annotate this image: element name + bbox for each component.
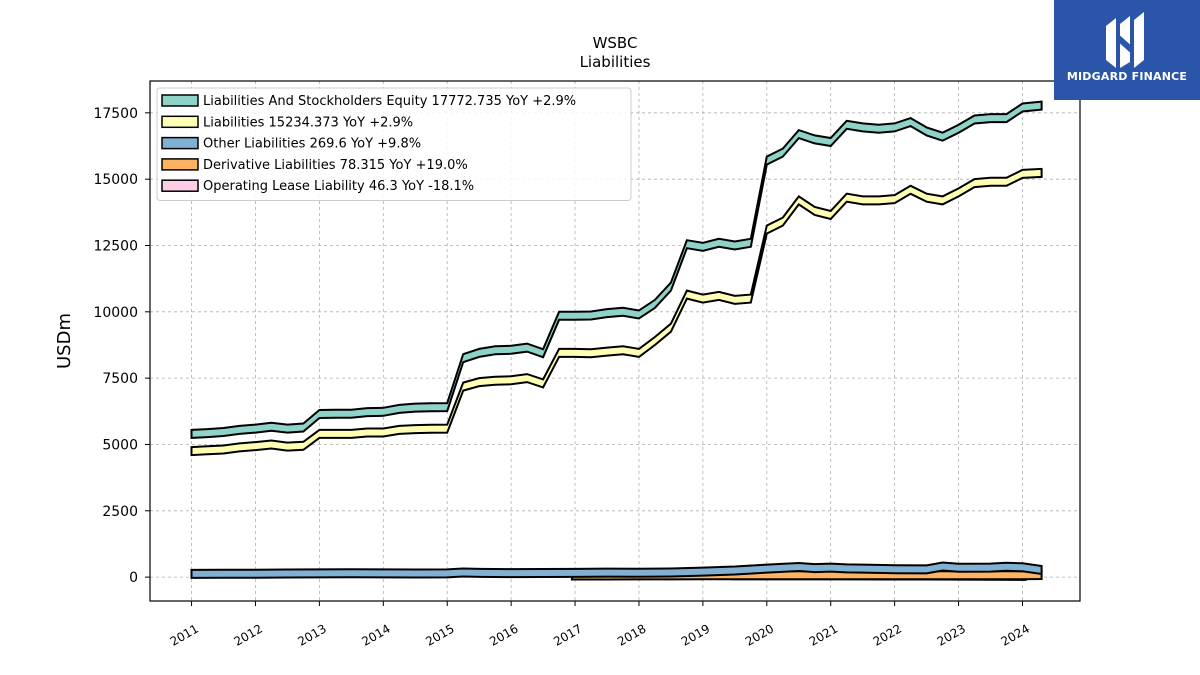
legend-swatch bbox=[161, 179, 199, 192]
series-band-other-liabilities bbox=[190, 561, 1043, 579]
x-tick-label: 2013 bbox=[295, 621, 328, 648]
x-tick-label: 2015 bbox=[423, 621, 456, 648]
x-tick-label: 2020 bbox=[743, 621, 776, 648]
legend: Liabilities And Stockholders Equity 1777… bbox=[156, 87, 632, 201]
brand-name: MIDGARD FINANCE bbox=[1066, 70, 1188, 83]
brand-logo: MIDGARD FINANCE bbox=[1054, 0, 1200, 100]
legend-box bbox=[156, 87, 632, 201]
x-tick-label: 2014 bbox=[359, 621, 392, 648]
legend-entry: Other Liabilities 269.6 YoY +9.8% bbox=[203, 137, 421, 152]
legend-swatch bbox=[161, 136, 199, 150]
legend-entry: Liabilities 15234.373 YoY +2.9% bbox=[203, 115, 413, 130]
legend-swatch bbox=[161, 158, 199, 171]
y-axis-label: USDm bbox=[54, 313, 75, 369]
legend-entry: Derivative Liabilities 78.315 YoY +19.0% bbox=[203, 158, 468, 173]
legend-entry: Liabilities And Stockholders Equity 1777… bbox=[203, 94, 576, 109]
x-tick-label: 2016 bbox=[487, 621, 520, 648]
x-tick-label: 2018 bbox=[615, 621, 648, 648]
plot-frame bbox=[149, 80, 1081, 602]
series-band-liabilities-and-stockholders-equity bbox=[190, 100, 1043, 439]
x-tick-label: 2017 bbox=[551, 621, 584, 648]
logo-mark-icon bbox=[1106, 12, 1144, 68]
y-tick-label: 10000 bbox=[93, 305, 138, 321]
y-tick-label: 12500 bbox=[93, 238, 138, 254]
series-band-liabilities bbox=[190, 167, 1043, 457]
y-tick-label: 17500 bbox=[93, 106, 138, 122]
chart-title: WSBC bbox=[593, 34, 638, 52]
y-tick-label: 5000 bbox=[102, 437, 138, 453]
x-tick-label: 2023 bbox=[935, 621, 968, 648]
y-tick-label: 15000 bbox=[93, 172, 138, 188]
x-tick-label: 2022 bbox=[871, 621, 904, 648]
x-tick-label: 2012 bbox=[232, 621, 265, 648]
legend-entry: Operating Lease Liability 46.3 YoY -18.1… bbox=[203, 179, 474, 194]
legend-swatch bbox=[161, 94, 199, 107]
x-tick-label: 2024 bbox=[999, 621, 1032, 648]
x-tick-label: 2021 bbox=[807, 621, 840, 648]
x-tick-label: 2011 bbox=[168, 621, 201, 648]
y-tick-label: 7500 bbox=[102, 371, 138, 387]
x-tick-label: 2019 bbox=[679, 621, 712, 648]
y-tick-label: 0 bbox=[129, 570, 138, 586]
chart-subtitle: Liabilities bbox=[580, 53, 651, 71]
y-tick-label: 2500 bbox=[102, 504, 138, 520]
legend-swatch bbox=[161, 115, 199, 129]
